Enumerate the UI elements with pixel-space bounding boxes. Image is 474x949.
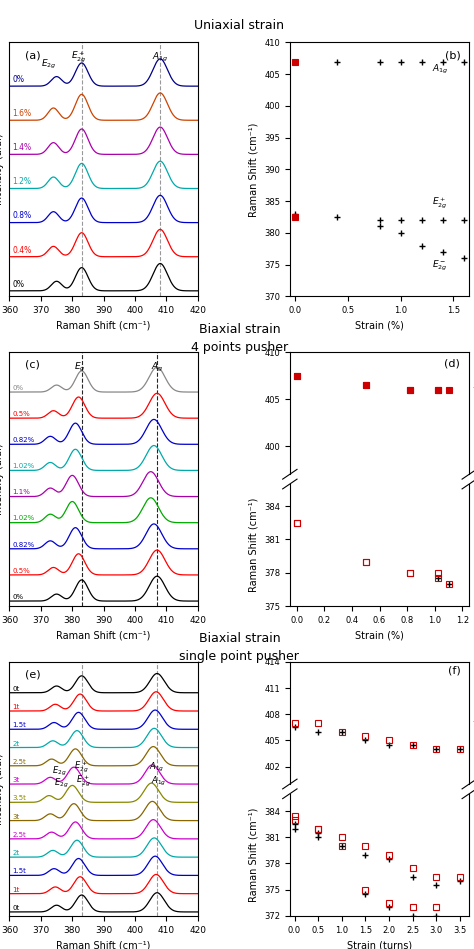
X-axis label: Strain (%): Strain (%) [355, 321, 404, 330]
Text: 3.5t: 3.5t [13, 795, 27, 801]
Text: $A_{1g}$: $A_{1g}$ [151, 775, 166, 789]
Text: 2t: 2t [13, 740, 20, 747]
Text: 1t: 1t [13, 886, 20, 893]
Text: $E^+_{2g}$: $E^+_{2g}$ [74, 759, 89, 774]
Text: (a): (a) [25, 50, 40, 60]
Text: 2t: 2t [13, 850, 20, 856]
Text: $A_{1g}$: $A_{1g}$ [152, 50, 168, 64]
Text: 1.02%: 1.02% [13, 463, 35, 469]
Text: 0t: 0t [13, 686, 20, 692]
Text: (b): (b) [445, 50, 460, 60]
X-axis label: Raman Shift (cm⁻¹): Raman Shift (cm⁻¹) [56, 321, 151, 330]
Y-axis label: Intensity (a.u.): Intensity (a.u.) [0, 134, 4, 205]
Text: 0.4%: 0.4% [13, 246, 32, 254]
Y-axis label: Raman Shift (cm⁻¹): Raman Shift (cm⁻¹) [248, 808, 258, 902]
Text: $A_{1g}$: $A_{1g}$ [432, 63, 449, 76]
Text: $A_{1g}$: $A_{1g}$ [473, 715, 474, 728]
Text: $E_{2g}$: $E_{2g}$ [41, 58, 56, 71]
Text: 2.5t: 2.5t [13, 832, 27, 838]
Text: $E_{2g}$: $E_{2g}$ [54, 777, 69, 791]
Text: 0t: 0t [13, 905, 20, 911]
Y-axis label: Raman Shift (cm⁻¹): Raman Shift (cm⁻¹) [248, 122, 258, 216]
Text: $E^+_{2g}$: $E^+_{2g}$ [71, 49, 86, 64]
Text: 3t: 3t [13, 813, 20, 820]
Text: (c): (c) [25, 360, 39, 370]
Text: 4 points pusher: 4 points pusher [191, 341, 288, 354]
X-axis label: Raman Shift (cm⁻¹): Raman Shift (cm⁻¹) [56, 940, 151, 949]
Y-axis label: Intensity (a.u.): Intensity (a.u.) [0, 443, 4, 515]
Text: 2.5t: 2.5t [13, 759, 27, 765]
Text: $E_g$: $E_g$ [473, 561, 474, 574]
Text: Biaxial strain: Biaxial strain [199, 323, 280, 336]
Text: single point pusher: single point pusher [180, 650, 299, 663]
Text: 1.2%: 1.2% [13, 177, 32, 186]
Text: 1.5t: 1.5t [13, 868, 27, 874]
Y-axis label: Raman Shift (cm⁻¹): Raman Shift (cm⁻¹) [248, 498, 258, 592]
Text: $A_g$: $A_g$ [473, 381, 474, 393]
Text: 1.6%: 1.6% [13, 109, 32, 118]
Text: $A_g$: $A_g$ [151, 361, 163, 374]
Text: 1.4%: 1.4% [13, 143, 32, 152]
Text: $E^-_{2g}$: $E^-_{2g}$ [432, 259, 448, 273]
Text: $E_g$: $E_g$ [74, 361, 86, 374]
Y-axis label: Intensity (a.u.): Intensity (a.u.) [0, 753, 4, 825]
Text: 0.82%: 0.82% [13, 437, 35, 443]
Text: 0.5%: 0.5% [13, 568, 30, 574]
Text: (d): (d) [445, 359, 460, 368]
Text: Biaxial strain: Biaxial strain [199, 632, 280, 645]
Text: 0.8%: 0.8% [13, 212, 32, 220]
Text: 1.1%: 1.1% [13, 490, 30, 495]
Text: 0.82%: 0.82% [13, 542, 35, 548]
Text: $E^-_{2g}$: $E^-_{2g}$ [473, 883, 474, 897]
Text: $E^+_{2g}$: $E^+_{2g}$ [76, 773, 91, 789]
Text: 1.5t: 1.5t [13, 722, 27, 728]
Text: 3t: 3t [13, 777, 20, 783]
Text: 1t: 1t [13, 704, 20, 710]
Text: $E_{2g}$: $E_{2g}$ [53, 765, 67, 778]
Text: (e): (e) [25, 670, 40, 679]
Text: (f): (f) [447, 665, 460, 676]
Text: 0%: 0% [13, 384, 24, 391]
Text: $A_{1g}$: $A_{1g}$ [149, 761, 165, 774]
Text: 0.5%: 0.5% [13, 411, 30, 417]
Text: $E^+_{2g}$: $E^+_{2g}$ [432, 195, 448, 210]
Text: Uniaxial strain: Uniaxial strain [194, 20, 284, 32]
Text: 0%: 0% [13, 280, 25, 288]
X-axis label: Raman Shift (cm⁻¹): Raman Shift (cm⁻¹) [56, 630, 151, 641]
Text: 1.02%: 1.02% [13, 515, 35, 521]
X-axis label: Strain (turns): Strain (turns) [347, 940, 412, 949]
Text: 0%: 0% [13, 75, 25, 84]
Text: 0%: 0% [13, 594, 24, 600]
X-axis label: Strain (%): Strain (%) [355, 630, 404, 641]
Text: $E^+_{2g}$: $E^+_{2g}$ [473, 821, 474, 836]
